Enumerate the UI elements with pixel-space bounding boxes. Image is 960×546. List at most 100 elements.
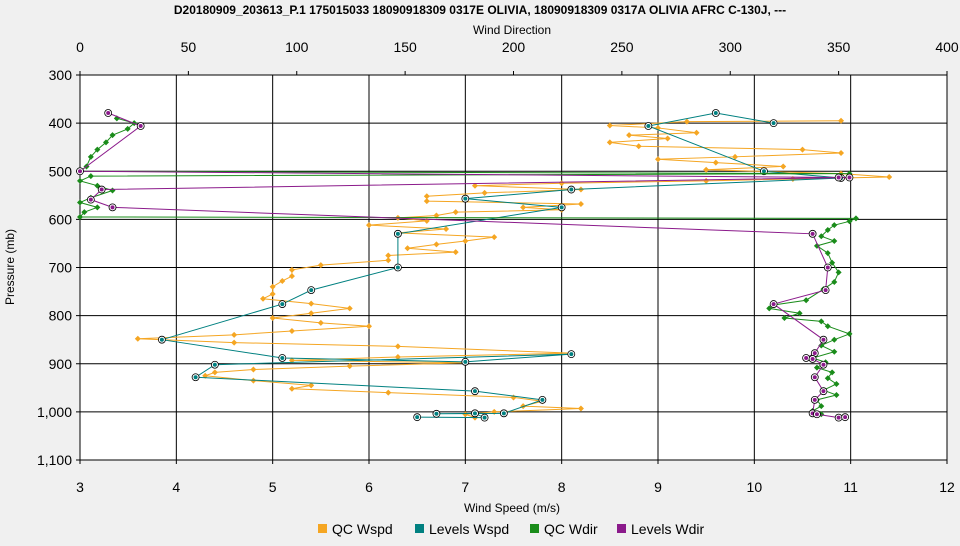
series-line [78, 117, 857, 415]
data-point [766, 305, 773, 312]
data-point [781, 315, 788, 322]
legend-swatch [530, 524, 539, 533]
data-point [279, 277, 286, 284]
data-point [799, 146, 806, 153]
series-levels-wdir [76, 109, 854, 422]
data-point [831, 278, 838, 285]
data-point [838, 149, 845, 156]
tick-label-top: 50 [181, 39, 197, 55]
data-point [835, 269, 842, 276]
data-point [159, 337, 164, 342]
data-point [78, 169, 82, 174]
data-point [395, 231, 400, 236]
data-point [646, 124, 651, 129]
data-point [836, 175, 841, 180]
data-point [796, 310, 803, 317]
tick-label-y: 400 [49, 115, 73, 131]
data-point [124, 125, 131, 132]
data-point [655, 156, 661, 163]
data-point [434, 411, 439, 416]
data-point [81, 209, 88, 216]
data-point [280, 355, 285, 360]
data-point [134, 335, 141, 342]
data-point [825, 265, 830, 270]
data-point [452, 209, 459, 216]
data-point [829, 259, 836, 266]
data-point [812, 351, 817, 356]
tick-label-top: 0 [76, 39, 84, 55]
data-point [703, 166, 710, 173]
tick-label-bottom: 10 [747, 479, 763, 495]
data-point [423, 198, 430, 205]
data-point [559, 205, 564, 210]
data-point [231, 331, 238, 338]
data-point [569, 352, 574, 357]
data-point [823, 288, 828, 293]
legend-label: QC Wspd [332, 521, 393, 537]
data-point [810, 356, 815, 361]
tick-label-bottom: 5 [269, 479, 277, 495]
data-point [780, 163, 787, 170]
data-point [482, 415, 487, 420]
data-point [818, 233, 825, 240]
data-point [812, 397, 817, 402]
tick-label-top: 100 [285, 39, 309, 55]
data-point [288, 385, 295, 392]
data-point [462, 411, 469, 418]
data-point [693, 129, 700, 136]
tick-label-bottom: 4 [172, 479, 180, 495]
tick-label-bottom: 9 [654, 479, 662, 495]
y-axis-label: Pressure (mb) [3, 229, 17, 305]
data-point [309, 288, 314, 293]
data-point [771, 121, 776, 126]
data-point [395, 265, 400, 270]
data-point [886, 174, 893, 181]
data-point [94, 204, 101, 211]
data-point [812, 375, 817, 380]
data-point [394, 354, 401, 361]
data-point [472, 389, 477, 394]
data-point [818, 342, 825, 349]
data-point [433, 212, 440, 219]
chart-title: D20180909_203613_P.1 175015033 180909183… [174, 3, 786, 17]
series-layer [76, 109, 893, 422]
data-point [824, 323, 831, 330]
data-point [824, 375, 831, 382]
bottom-axis-label: Wind Speed (m/s) [464, 501, 560, 515]
tick-label-y: 900 [49, 356, 73, 372]
tick-label-top: 400 [935, 39, 959, 55]
data-point [462, 238, 469, 245]
data-point [385, 389, 392, 396]
legend-label: QC Wdir [544, 521, 598, 537]
data-point [481, 189, 488, 196]
legend-swatch [415, 524, 424, 533]
data-point [732, 153, 739, 160]
data-point [346, 363, 353, 370]
data-point [814, 412, 819, 417]
data-point [540, 397, 545, 402]
tick-label-bottom: 3 [76, 479, 84, 495]
data-point [818, 403, 825, 410]
data-point [88, 197, 93, 202]
legend-swatch [318, 524, 327, 533]
data-point [771, 302, 776, 307]
data-point [110, 205, 115, 210]
data-point [366, 222, 372, 229]
data-point [463, 359, 468, 364]
data-point [683, 118, 690, 125]
data-point [472, 411, 477, 416]
tick-label-y: 1,000 [37, 404, 72, 420]
data-point [433, 241, 440, 248]
data-point [626, 132, 633, 139]
tick-label-top: 350 [827, 39, 851, 55]
data-point [250, 366, 257, 373]
tick-label-bottom: 6 [365, 479, 373, 495]
data-point [847, 175, 852, 180]
data-point [317, 319, 324, 326]
data-point [813, 364, 820, 371]
data-point [471, 182, 478, 189]
tick-label-bottom: 11 [843, 479, 858, 495]
data-point [288, 328, 295, 335]
data-point [308, 310, 315, 317]
data-point [269, 283, 276, 290]
